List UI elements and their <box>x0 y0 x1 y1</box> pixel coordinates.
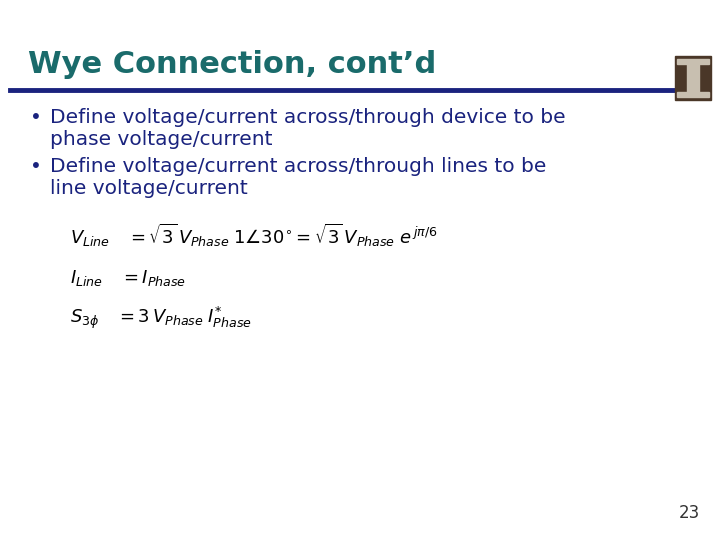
Bar <box>675 56 711 100</box>
Text: line voltage/current: line voltage/current <box>50 179 248 198</box>
Text: Define voltage/current across/through lines to be: Define voltage/current across/through li… <box>50 157 546 176</box>
Bar <box>677 92 709 97</box>
Text: Define voltage/current across/through device to be: Define voltage/current across/through de… <box>50 108 566 127</box>
Text: •: • <box>30 157 42 176</box>
Bar <box>677 59 709 64</box>
Text: $V_{Line} \quad = \sqrt{3}\, V_{Phase}\; 1\angle 30^{\circ} = \sqrt{3}\, V_{Phas: $V_{Line} \quad = \sqrt{3}\, V_{Phase}\;… <box>70 222 438 249</box>
Bar <box>687 64 699 92</box>
Text: $I_{Line} \quad = I_{Phase}$: $I_{Line} \quad = I_{Phase}$ <box>70 268 186 288</box>
Text: $S_{3\phi} \quad = 3\, V_{Phase}\; I^{*}_{Phase}$: $S_{3\phi} \quad = 3\, V_{Phase}\; I^{*}… <box>70 305 252 332</box>
Text: phase voltage/current: phase voltage/current <box>50 130 272 149</box>
Text: 23: 23 <box>679 504 700 522</box>
Text: Wye Connection, cont’d: Wye Connection, cont’d <box>28 50 436 79</box>
Text: •: • <box>30 108 42 127</box>
